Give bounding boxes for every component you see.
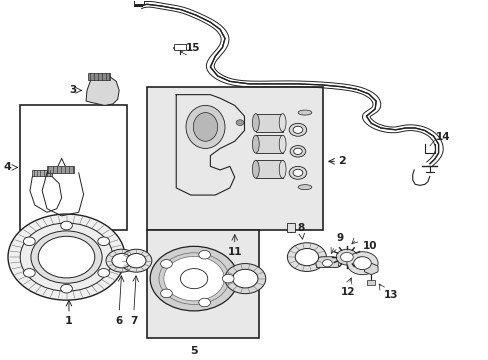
Circle shape (293, 148, 302, 154)
Circle shape (8, 214, 125, 300)
Circle shape (160, 260, 172, 268)
Circle shape (23, 269, 35, 277)
Circle shape (31, 231, 102, 283)
Bar (255, 135, 282, 153)
Circle shape (289, 145, 305, 157)
Bar (255, 114, 282, 132)
Text: 1: 1 (65, 316, 73, 326)
Circle shape (173, 264, 214, 294)
Text: 2: 2 (338, 156, 346, 166)
Circle shape (61, 284, 72, 293)
Text: 5: 5 (190, 346, 198, 356)
Text: 14: 14 (435, 132, 450, 142)
Bar (20, 105, 127, 230)
Ellipse shape (193, 113, 217, 141)
Circle shape (292, 126, 302, 133)
Ellipse shape (279, 160, 285, 178)
Circle shape (346, 252, 377, 275)
Ellipse shape (298, 185, 311, 190)
Circle shape (287, 243, 326, 271)
Circle shape (224, 264, 265, 294)
Text: 9: 9 (335, 234, 343, 243)
Circle shape (126, 253, 146, 268)
Circle shape (222, 274, 234, 283)
Bar (32, 170, 52, 176)
Circle shape (198, 251, 210, 259)
Circle shape (98, 237, 109, 246)
Ellipse shape (279, 135, 285, 153)
Circle shape (165, 258, 222, 300)
Circle shape (295, 248, 318, 266)
Circle shape (236, 120, 244, 126)
Circle shape (353, 257, 370, 270)
Ellipse shape (279, 114, 285, 132)
Polygon shape (315, 257, 339, 267)
Bar (255, 160, 282, 178)
Text: 3: 3 (69, 85, 76, 95)
Text: 11: 11 (227, 247, 242, 257)
Ellipse shape (185, 105, 224, 148)
Circle shape (98, 269, 109, 277)
Polygon shape (86, 74, 119, 105)
Circle shape (106, 249, 137, 272)
Circle shape (20, 223, 113, 291)
Circle shape (112, 253, 131, 268)
Bar (366, 280, 374, 285)
Circle shape (288, 166, 306, 179)
Circle shape (288, 123, 306, 136)
Bar (147, 230, 259, 338)
Text: 7: 7 (130, 316, 137, 326)
Circle shape (292, 169, 302, 176)
Circle shape (163, 256, 224, 301)
Circle shape (180, 269, 207, 289)
Bar (47, 166, 74, 173)
Bar (88, 73, 110, 80)
Text: 10: 10 (362, 240, 376, 251)
Bar (147, 87, 322, 230)
Text: 6: 6 (115, 316, 122, 326)
Ellipse shape (252, 160, 259, 178)
Bar (134, 0, 143, 4)
Circle shape (232, 269, 258, 288)
Circle shape (335, 249, 357, 265)
Circle shape (322, 260, 331, 267)
Ellipse shape (298, 110, 311, 115)
Circle shape (160, 289, 172, 298)
Circle shape (340, 252, 352, 262)
Text: 12: 12 (340, 287, 354, 297)
Text: 15: 15 (185, 44, 200, 53)
Bar (286, 223, 294, 232)
Circle shape (150, 246, 238, 311)
Ellipse shape (252, 135, 259, 153)
Circle shape (121, 249, 152, 272)
Circle shape (38, 236, 95, 278)
Bar (173, 44, 186, 50)
Text: 8: 8 (297, 223, 304, 233)
Text: 13: 13 (383, 291, 397, 301)
Circle shape (198, 298, 210, 307)
Circle shape (61, 221, 72, 230)
Text: 4: 4 (3, 162, 11, 172)
Circle shape (23, 237, 35, 246)
Ellipse shape (252, 114, 259, 132)
